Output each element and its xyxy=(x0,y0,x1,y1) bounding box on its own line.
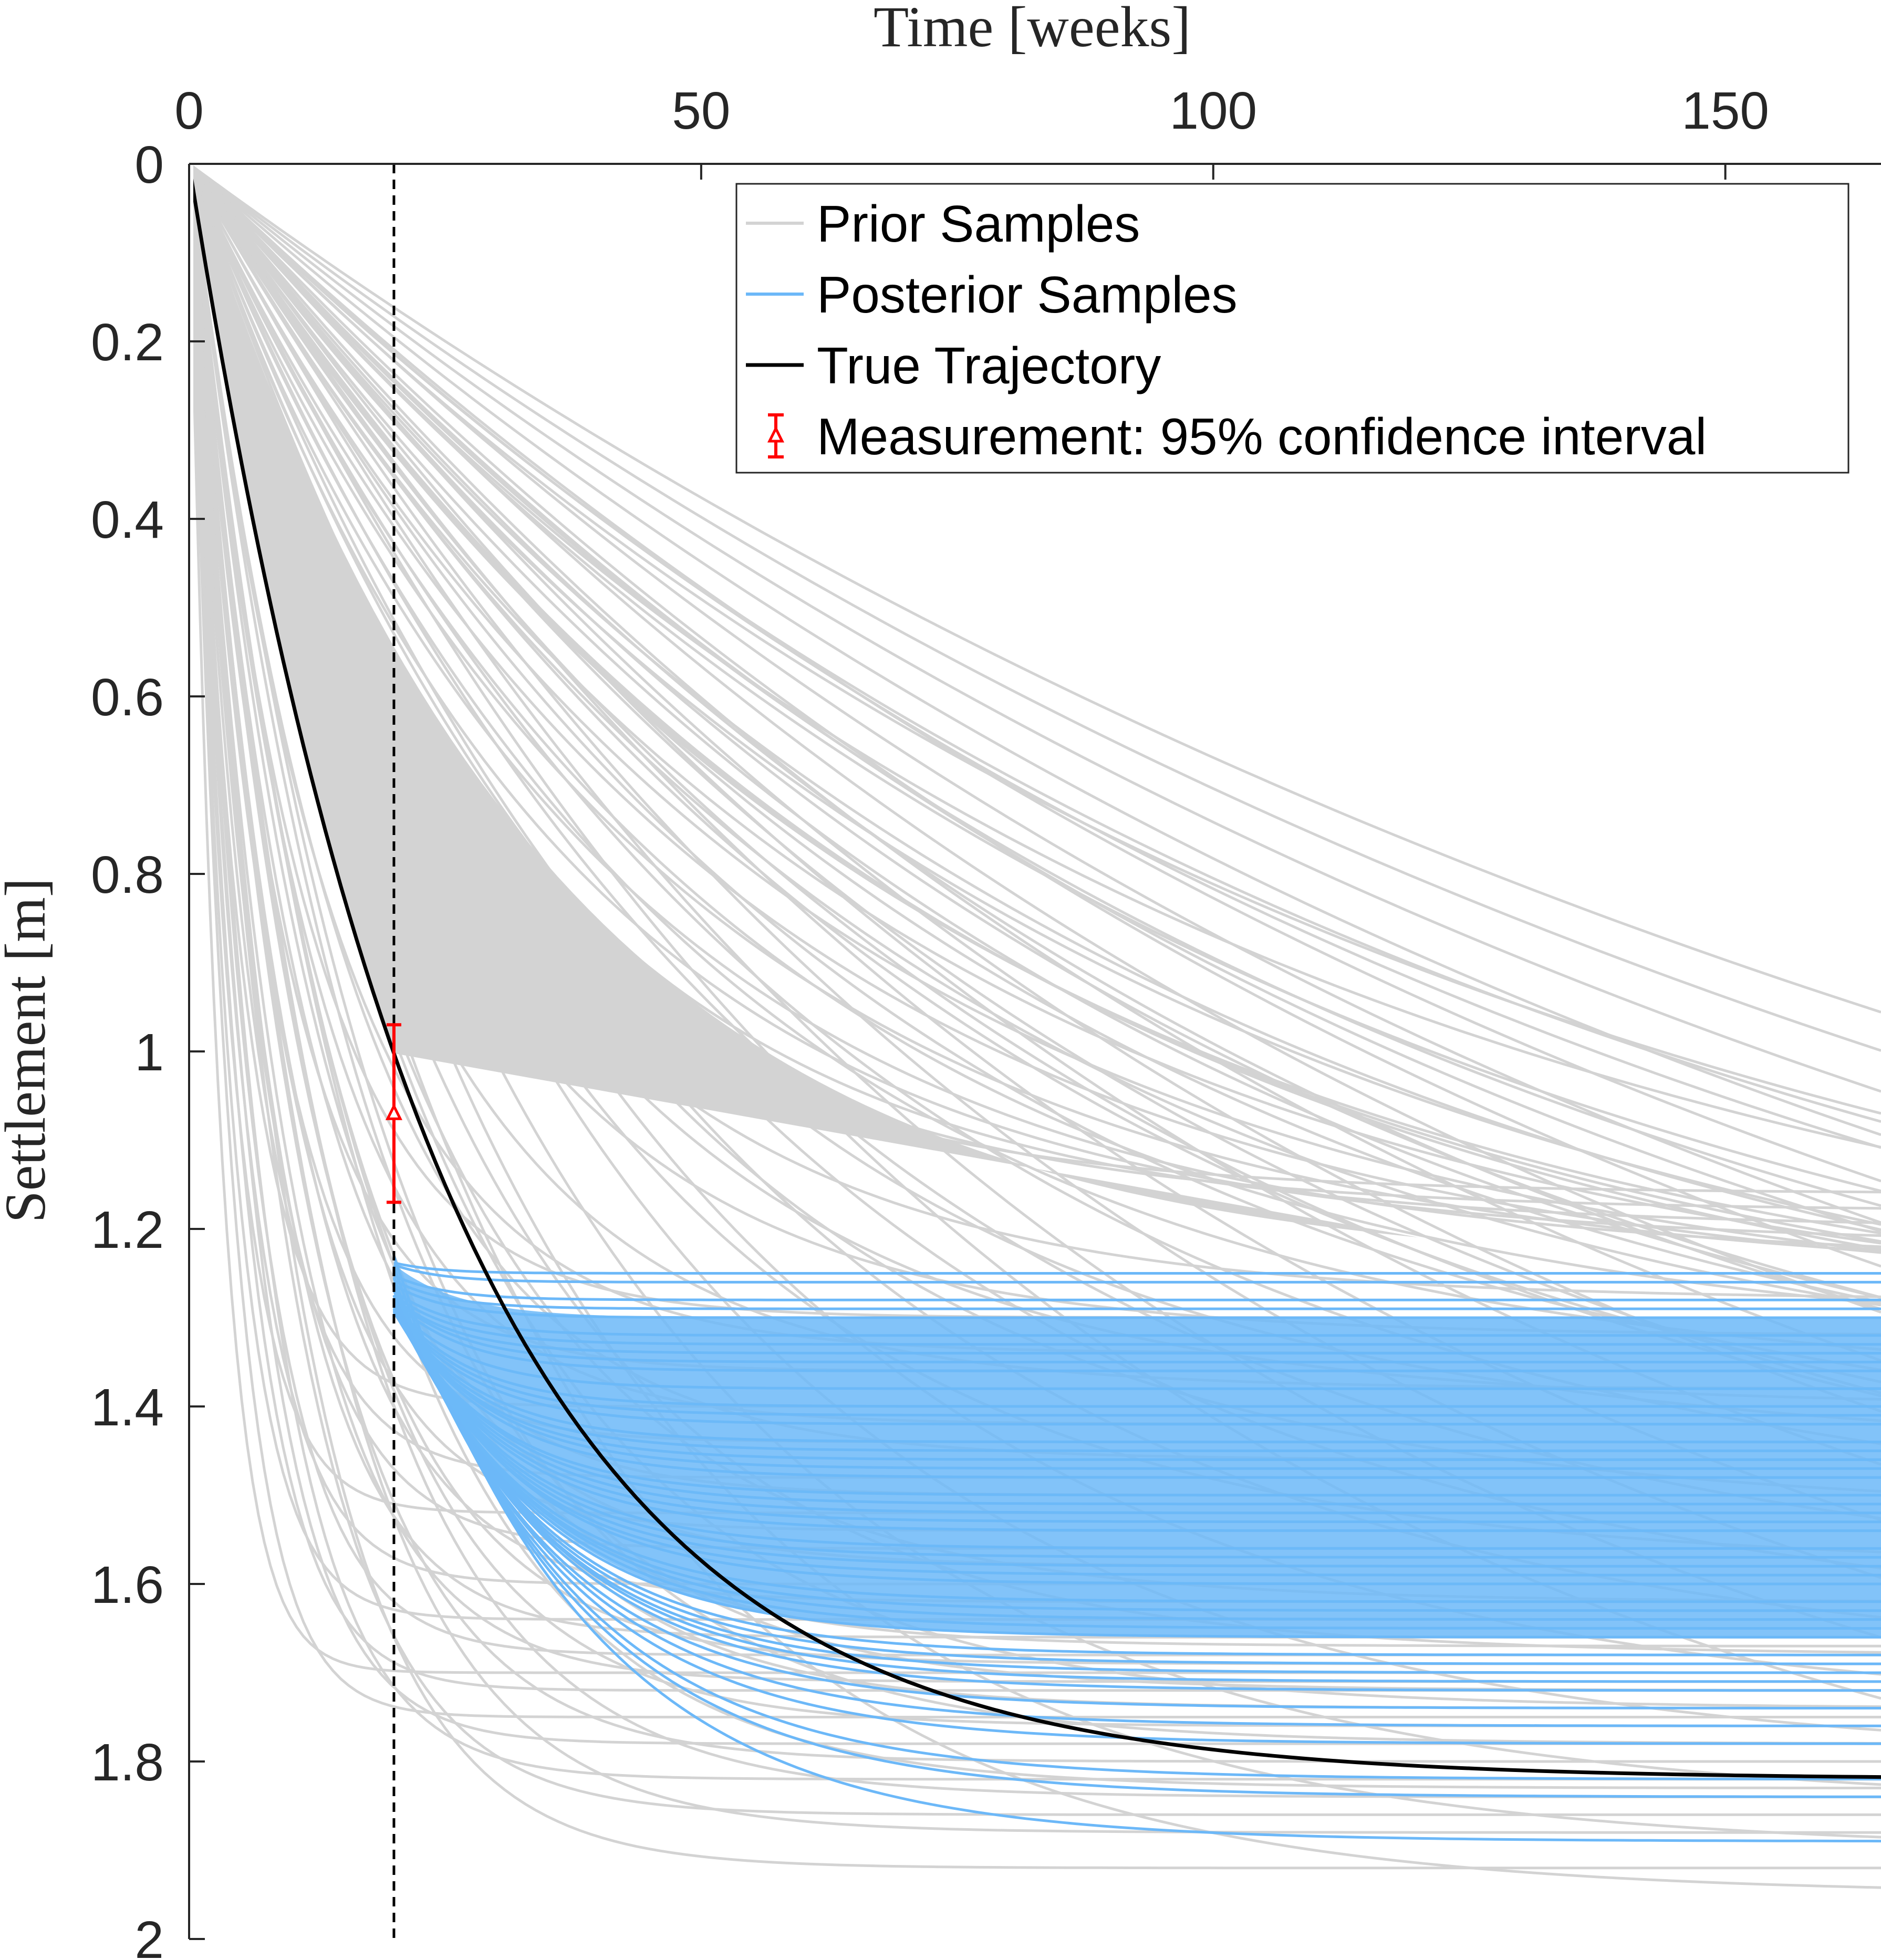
prior-sample-line xyxy=(193,165,1881,1014)
x-tick-label: 0 xyxy=(174,81,204,140)
legend-label-prior: Prior Samples xyxy=(817,195,1140,253)
legend-label-posterior: Posterior Samples xyxy=(817,266,1238,324)
x-axis-title: Time [weeks] xyxy=(874,0,1191,59)
measurement-marker xyxy=(385,1103,402,1120)
x-tick-label: 100 xyxy=(1169,81,1257,140)
y-tick-label: 1.6 xyxy=(91,1556,164,1614)
legend-entry-posterior: Posterior Samples xyxy=(746,266,1238,324)
prior-sample-line xyxy=(193,190,1881,1789)
y-tick-label: 0 xyxy=(134,135,164,194)
legend-swatch-triangle xyxy=(767,425,785,443)
legend-box xyxy=(735,183,1849,474)
prior-sample-line xyxy=(193,165,1881,1093)
posterior-sample-line xyxy=(393,1284,1881,1319)
prior-sample-line xyxy=(193,168,1881,1235)
prior-sample-line xyxy=(193,227,1881,1781)
prior-sample-line xyxy=(193,202,1881,1834)
y-tick-label: 1.4 xyxy=(91,1378,164,1437)
posterior-sample-line xyxy=(392,1255,1881,1843)
prior-sample-line xyxy=(193,168,1881,1299)
legend-entry-prior: Prior Samples xyxy=(746,195,1140,253)
legend: Prior Samples Posterior Samples True Tra… xyxy=(735,183,1849,474)
posterior-sample-band xyxy=(393,1264,1881,1638)
prior-sample-line xyxy=(193,171,1881,1351)
prior-sample-line xyxy=(193,269,1881,1718)
y-tick-label: 1.2 xyxy=(91,1201,164,1259)
y-tick-label: 0.6 xyxy=(91,668,164,727)
true-trajectory-line xyxy=(193,178,1881,1779)
prior-sample-line xyxy=(193,185,1881,1745)
x-tick-label: 150 xyxy=(1681,81,1769,140)
prior-sample-line xyxy=(193,166,1881,1115)
prior-sample-line xyxy=(193,170,1881,1254)
prior-sample-line xyxy=(193,172,1881,1237)
true-trajectory-layer xyxy=(193,178,1881,1779)
posterior-sample-line xyxy=(393,1264,1881,1284)
x-tick-label: 50 xyxy=(672,81,730,140)
y-tick-label: 0.8 xyxy=(91,846,164,904)
posterior-sample-line xyxy=(393,1279,1881,1310)
prior-sample-line xyxy=(193,168,1881,1245)
y-tick-label: 1.8 xyxy=(91,1733,164,1792)
posterior-sample-line xyxy=(392,1285,1881,1683)
legend-entry-measurement: Measurement: 95% confidence interval xyxy=(767,408,1707,465)
prior-sample-line xyxy=(193,165,1881,1137)
prior-sample-line xyxy=(193,169,1881,1253)
posterior-sample-line xyxy=(393,1274,1881,1301)
posterior-samples xyxy=(392,1255,1881,1843)
prior-sample-line xyxy=(193,214,1881,1816)
prior-sample-line xyxy=(193,166,1881,1149)
y-tick-label: 1 xyxy=(134,1023,164,1082)
prior-sample-line xyxy=(193,165,1881,1052)
y-tick-label: 2 xyxy=(134,1911,164,1960)
y-tick-label: 0.2 xyxy=(91,313,164,372)
legend-label-measurement: Measurement: 95% confidence interval xyxy=(817,408,1707,465)
prior-sample-line xyxy=(193,167,1881,1226)
prior-sample-line xyxy=(193,204,1881,1763)
axis-ticks: 0 50 100 150 0 0.2 0.4 0.6 0.8 1 1.2 1.4 1.6 1.8 2 xyxy=(91,81,1769,1960)
prior-sample-line xyxy=(193,167,1881,1232)
legend-entry-true: True Trajectory xyxy=(746,337,1161,394)
posterior-sample-line xyxy=(393,1261,1881,1275)
prior-sample-line xyxy=(193,166,1881,1268)
prior-sample-band xyxy=(193,176,1418,1237)
legend-label-true: True Trajectory xyxy=(817,337,1161,394)
measurement-layer xyxy=(385,164,402,1939)
y-tick-label: 0.4 xyxy=(91,491,164,549)
y-axis-title: Settlement [m] xyxy=(0,878,57,1223)
prior-sample-line xyxy=(193,168,1881,1251)
prior-sample-line xyxy=(193,171,1881,1248)
